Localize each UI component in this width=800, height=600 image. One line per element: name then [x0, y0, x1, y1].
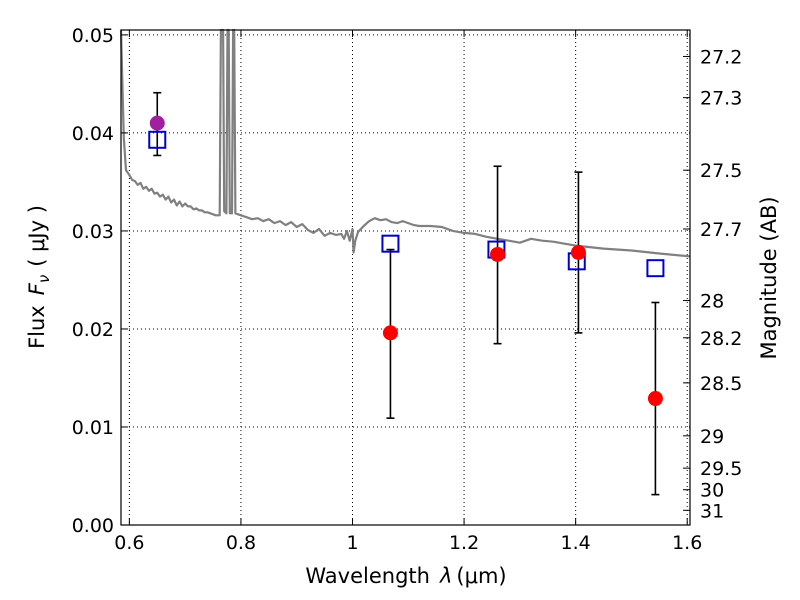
- x-tick-label: 1: [346, 532, 358, 554]
- y-tick-label: 0.01: [72, 417, 114, 439]
- model-square: [381, 234, 400, 253]
- model-square: [646, 259, 665, 278]
- data-point: [382, 325, 398, 341]
- grid-lines: [121, 30, 690, 525]
- plot-frame: [120, 29, 691, 526]
- y2-tick-label: 28: [700, 291, 724, 313]
- y2-tick-label: 30: [700, 480, 724, 502]
- model-square: [148, 130, 167, 149]
- x-tick-label: 0.6: [114, 532, 144, 554]
- y2-tick-label: 27.2: [700, 46, 742, 68]
- data-point: [570, 245, 586, 261]
- x-tick-label: 1.6: [672, 532, 702, 554]
- x-axis-label: Wavelength λ (μm): [305, 564, 506, 588]
- x-tick-label: 1.4: [561, 532, 591, 554]
- y2-tick-label: 27.7: [700, 219, 742, 241]
- y-tick-label: 0.05: [72, 25, 114, 47]
- y-tick-label: 0.02: [72, 319, 114, 341]
- y2-tick-label: 27.3: [700, 88, 742, 110]
- data-point: [647, 391, 663, 407]
- y-tick-label: 0.04: [72, 123, 114, 145]
- y-axis-label: FluxFν( μJy ): [25, 205, 53, 349]
- y2-tick-label: 27.5: [700, 160, 742, 182]
- y2-axis-label: Magnitude (AB): [757, 196, 781, 359]
- y2-tick-label: 31: [700, 500, 724, 522]
- x-tick-label: 1.2: [449, 532, 479, 554]
- y-tick-label: 0.00: [72, 515, 114, 537]
- y2-tick-label: 28.2: [700, 328, 742, 350]
- y2-tick-label: 29.5: [700, 458, 742, 480]
- spectrum-line: [119, 28, 691, 258]
- axis-ticks: 0.6 0.8 1 1.2 1.4 1.6 0.00 0.01 0.02 0.03 0.04 0.05…: [72, 25, 743, 554]
- x-tick-label: 0.8: [226, 532, 256, 554]
- y2-tick-label: 29: [700, 426, 724, 448]
- data-point: [149, 115, 165, 131]
- y-tick-label: 0.03: [72, 221, 114, 243]
- observed-points: [149, 115, 663, 407]
- y2-tick-label: 28.5: [700, 373, 742, 395]
- data-point: [490, 246, 506, 262]
- model-spectrum: [119, 28, 691, 258]
